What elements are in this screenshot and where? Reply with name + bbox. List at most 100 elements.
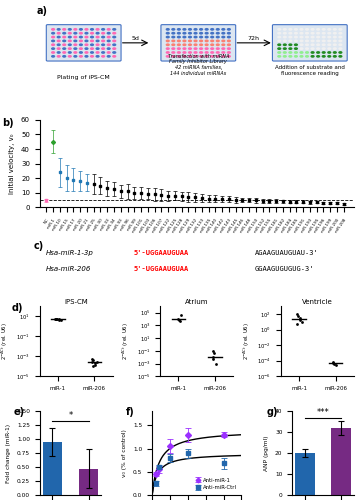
Circle shape xyxy=(51,32,55,34)
Circle shape xyxy=(95,36,100,38)
Circle shape xyxy=(112,44,116,46)
Text: f): f) xyxy=(125,407,134,417)
Circle shape xyxy=(188,47,192,50)
Circle shape xyxy=(84,55,88,58)
Circle shape xyxy=(73,40,78,42)
Circle shape xyxy=(51,47,55,50)
Circle shape xyxy=(57,28,61,31)
Point xyxy=(330,358,336,366)
Point xyxy=(333,361,339,369)
Circle shape xyxy=(316,55,320,58)
Circle shape xyxy=(106,51,111,54)
Y-axis label: Fold change (miR-1): Fold change (miR-1) xyxy=(6,424,11,482)
Circle shape xyxy=(101,32,105,34)
Circle shape xyxy=(51,51,55,54)
Circle shape xyxy=(327,47,331,50)
Circle shape xyxy=(84,32,88,34)
Circle shape xyxy=(101,47,105,50)
Text: Hsa-miR-206: Hsa-miR-206 xyxy=(46,266,91,272)
Circle shape xyxy=(283,40,287,42)
Circle shape xyxy=(51,28,55,31)
Circle shape xyxy=(277,55,281,58)
Circle shape xyxy=(182,47,187,50)
Circle shape xyxy=(193,28,198,31)
Circle shape xyxy=(182,55,187,58)
Point xyxy=(177,317,183,325)
Circle shape xyxy=(166,44,170,46)
Circle shape xyxy=(227,47,231,50)
Circle shape xyxy=(299,47,304,50)
Circle shape xyxy=(112,28,116,31)
Circle shape xyxy=(112,40,116,42)
Point xyxy=(53,316,59,324)
Circle shape xyxy=(322,40,326,42)
Circle shape xyxy=(210,36,214,38)
Circle shape xyxy=(288,44,292,46)
Circle shape xyxy=(90,32,94,34)
Circle shape xyxy=(338,51,343,54)
Circle shape xyxy=(79,44,83,46)
Circle shape xyxy=(310,28,315,31)
Circle shape xyxy=(73,51,78,54)
Circle shape xyxy=(84,40,88,42)
Circle shape xyxy=(95,28,100,31)
Circle shape xyxy=(221,36,225,38)
Circle shape xyxy=(166,55,170,58)
Point xyxy=(331,360,337,368)
Circle shape xyxy=(310,36,315,38)
Circle shape xyxy=(106,32,111,34)
Circle shape xyxy=(106,44,111,46)
Circle shape xyxy=(288,55,292,58)
Circle shape xyxy=(205,51,209,54)
Circle shape xyxy=(182,51,187,54)
Circle shape xyxy=(101,36,105,38)
Circle shape xyxy=(57,47,61,50)
Circle shape xyxy=(62,44,66,46)
Circle shape xyxy=(327,32,331,34)
Circle shape xyxy=(188,51,192,54)
Circle shape xyxy=(205,36,209,38)
Circle shape xyxy=(193,51,198,54)
Point xyxy=(210,347,216,355)
Circle shape xyxy=(177,28,181,31)
Point xyxy=(294,310,300,318)
Point xyxy=(58,316,64,324)
Circle shape xyxy=(227,32,231,34)
Circle shape xyxy=(79,51,83,54)
Circle shape xyxy=(294,44,298,46)
Circle shape xyxy=(51,36,55,38)
Circle shape xyxy=(95,44,100,46)
Circle shape xyxy=(166,36,170,38)
Circle shape xyxy=(95,32,100,34)
Text: AGAAGUAUGUAU-3': AGAAGUAUGUAU-3' xyxy=(255,250,318,256)
Circle shape xyxy=(73,28,78,31)
Circle shape xyxy=(322,44,326,46)
Circle shape xyxy=(171,28,175,31)
Point xyxy=(299,318,305,326)
Point xyxy=(176,316,182,324)
Circle shape xyxy=(166,32,170,34)
Circle shape xyxy=(57,44,61,46)
Circle shape xyxy=(322,51,326,54)
Point xyxy=(94,358,100,366)
Circle shape xyxy=(333,55,337,58)
Circle shape xyxy=(95,51,100,54)
Circle shape xyxy=(112,47,116,50)
Circle shape xyxy=(171,40,175,42)
Circle shape xyxy=(205,32,209,34)
Y-axis label: v₀ (% of control): v₀ (% of control) xyxy=(122,429,127,477)
Circle shape xyxy=(193,32,198,34)
Point xyxy=(52,315,58,323)
Legend: Anti-miR-1, Anti-miR-Ctrl: Anti-miR-1, Anti-miR-Ctrl xyxy=(192,476,239,492)
Point xyxy=(91,356,96,364)
Circle shape xyxy=(283,51,287,54)
Point xyxy=(92,360,98,368)
Circle shape xyxy=(227,44,231,46)
Circle shape xyxy=(62,40,66,42)
Circle shape xyxy=(210,55,214,58)
Circle shape xyxy=(182,40,187,42)
Circle shape xyxy=(106,55,111,58)
Circle shape xyxy=(299,55,304,58)
Bar xyxy=(331,428,351,495)
Circle shape xyxy=(90,40,94,42)
